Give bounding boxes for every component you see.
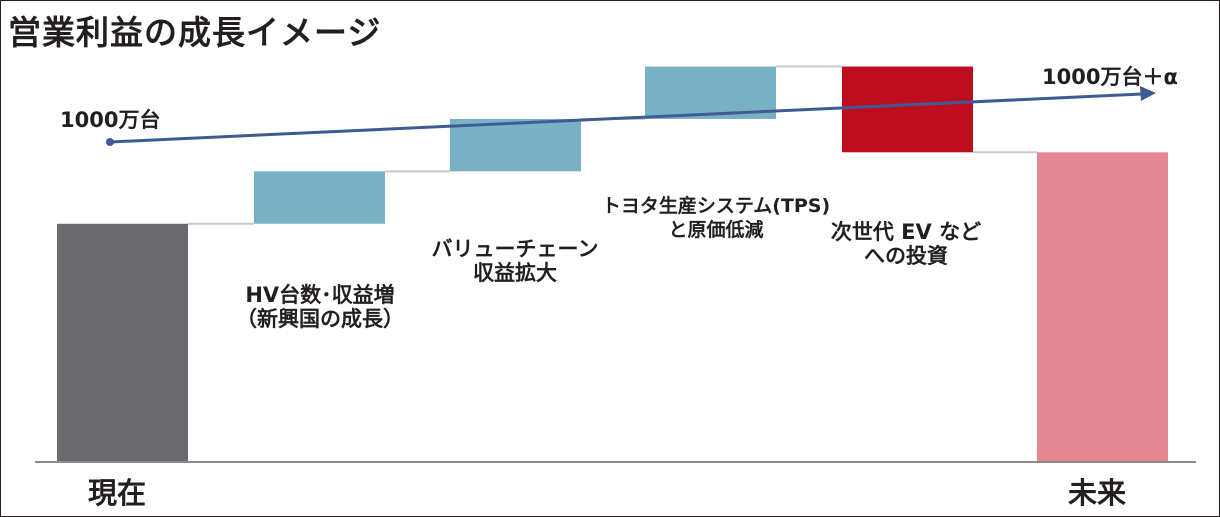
- category-label-current: 現在: [88, 476, 147, 510]
- trend-line: [109, 92, 1143, 144]
- bars: [57, 66, 1168, 462]
- bar-ev-investment: [842, 66, 973, 153]
- step-label-line: 収益拡大: [473, 261, 557, 285]
- bar-value-chain: [450, 118, 581, 172]
- step-label-line: HV台数･収益増: [245, 283, 395, 307]
- trend-arrowhead: [1140, 86, 1156, 101]
- step-label-hv-growth: HV台数･収益増 （新興国の成長）: [210, 283, 430, 331]
- step-label-line: バリューチェーン: [431, 237, 599, 261]
- step-label-line: と原価低減: [668, 219, 764, 241]
- chart-title: 営業利益の成長イメージ: [8, 13, 382, 52]
- bar-hv-growth: [254, 171, 385, 224]
- step-label-line: トヨタ生産システム(TPS): [601, 195, 831, 217]
- trend-arrow: [106, 86, 1156, 146]
- step-label-tps-cost: トヨタ生産システム(TPS) と原価低減: [596, 194, 836, 242]
- step-label-line: （新興国の成長）: [236, 307, 404, 331]
- category-label-future: 未来: [1068, 476, 1127, 510]
- trend-end-label: 1000万台＋α: [1042, 65, 1178, 89]
- trend-start-dot: [106, 138, 114, 146]
- step-label-ev-investment: 次世代 EV など への投資: [796, 220, 1016, 268]
- step-label-line: 次世代 EV など: [830, 220, 982, 244]
- step-label-value-chain: バリューチェーン 収益拡大: [405, 237, 625, 285]
- step-label-line: への投資: [864, 244, 948, 268]
- bar-tps-cost: [645, 66, 776, 119]
- trend-start-label: 1000万台: [60, 108, 161, 132]
- bar-current: [57, 223, 188, 462]
- bar-future: [1037, 152, 1168, 462]
